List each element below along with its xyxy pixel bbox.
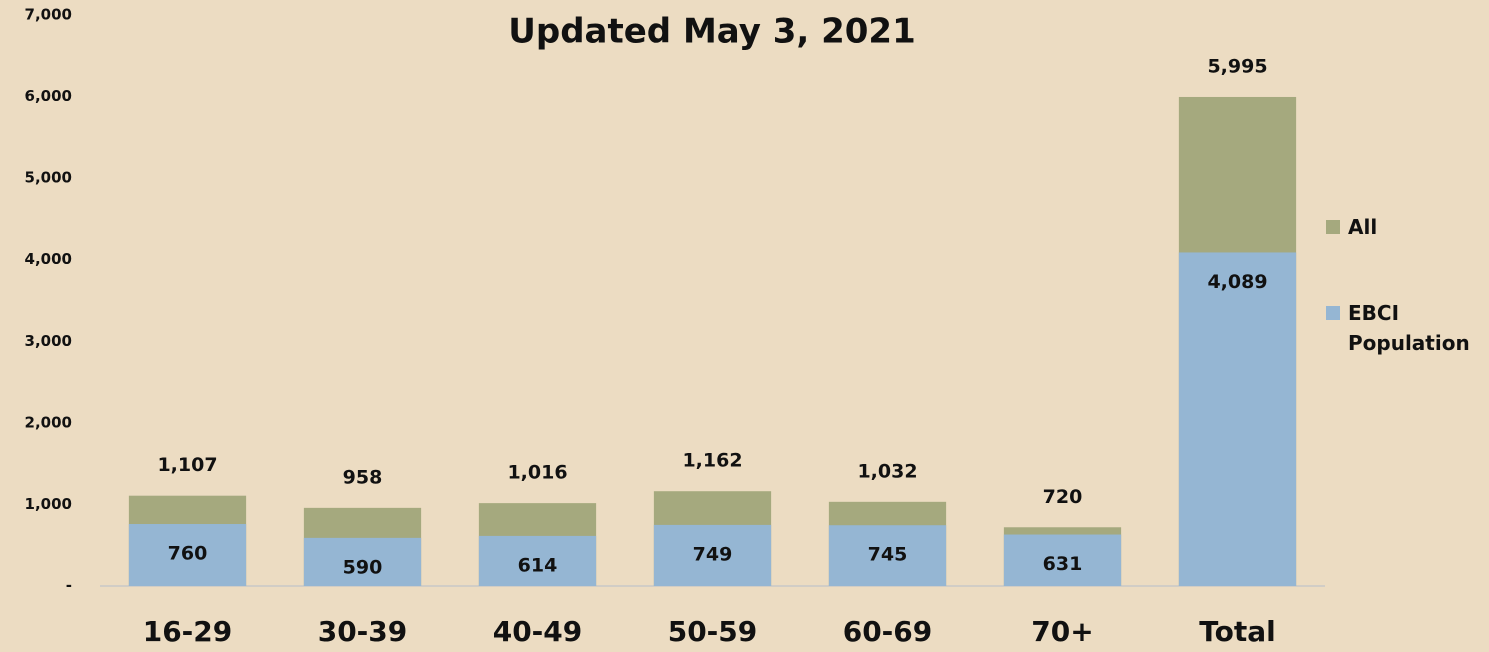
bar (653, 524, 772, 586)
x-tick-label: 50-59 (668, 615, 758, 648)
bar (478, 535, 597, 586)
y-tick-label: - (66, 577, 72, 595)
legend-swatch (1326, 220, 1340, 234)
legend-item: All (1326, 212, 1486, 242)
x-tick-label: 70+ (1031, 615, 1093, 648)
data-label: 745 (868, 544, 908, 566)
x-tick-label: Total (1199, 615, 1276, 648)
data-label: 1,032 (857, 460, 917, 482)
data-label: 749 (693, 543, 733, 565)
bar (128, 524, 247, 586)
data-label: 958 (343, 466, 383, 488)
x-tick-label: 40-49 (493, 615, 583, 648)
bar (1003, 534, 1122, 586)
data-label: 1,107 (157, 454, 217, 476)
y-tick-label: 1,000 (25, 495, 72, 513)
data-label: 590 (343, 556, 383, 578)
data-label: 720 (1043, 486, 1083, 508)
data-label: 5,995 (1207, 55, 1267, 77)
y-tick-label: 7,000 (25, 6, 72, 24)
y-tick-label: 4,000 (25, 250, 72, 268)
chart-title: Updated May 3, 2021 (508, 12, 916, 52)
data-label: 760 (168, 543, 208, 565)
data-label: 1,016 (507, 462, 567, 484)
data-label: 631 (1043, 553, 1083, 575)
data-label: 1,162 (682, 450, 742, 472)
bar (303, 537, 422, 586)
bar (828, 525, 947, 586)
bar (1178, 252, 1297, 587)
y-tick-label: 6,000 (25, 87, 72, 105)
legend-label: EBCI Population (1348, 301, 1470, 355)
x-tick-label: 60-69 (843, 615, 933, 648)
legend-item: EBCI Population (1326, 298, 1486, 358)
x-tick-label: 30-39 (318, 615, 408, 648)
y-tick-label: 2,000 (25, 413, 72, 431)
y-tick-label: 5,000 (25, 169, 72, 187)
data-label: 614 (518, 554, 558, 576)
legend-label: All (1348, 215, 1378, 239)
x-tick-label: 16-29 (143, 615, 233, 648)
y-tick-label: 3,000 (25, 332, 72, 350)
legend-swatch (1326, 306, 1340, 320)
data-label: 4,089 (1207, 271, 1267, 293)
